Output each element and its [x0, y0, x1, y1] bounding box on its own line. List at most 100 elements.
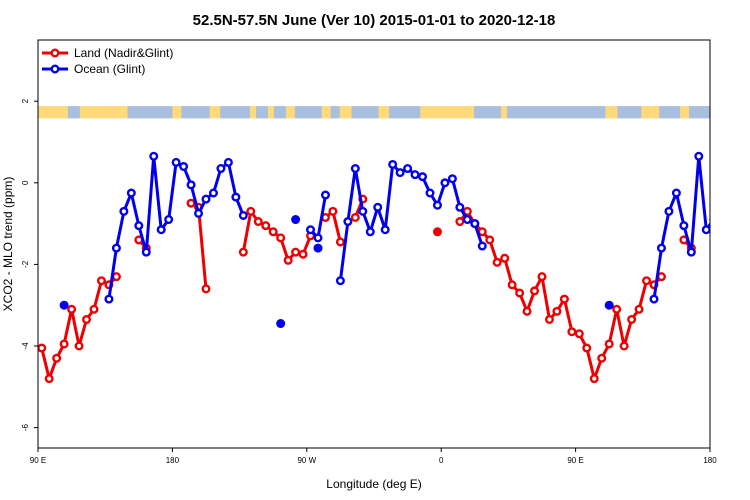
- data-point: [679, 221, 689, 231]
- data-point: [544, 314, 554, 324]
- data-point: [552, 306, 562, 316]
- data-point: [530, 286, 540, 296]
- legend-swatch-marker: [50, 48, 60, 58]
- data-point: [455, 217, 465, 227]
- data-point: [134, 221, 144, 231]
- data-point: [694, 151, 704, 161]
- data-point: [455, 202, 465, 212]
- data-point: [664, 206, 674, 216]
- y-tick-label: 2: [21, 98, 30, 103]
- land-ocean-band: [38, 106, 710, 119]
- data-point: [223, 157, 233, 167]
- data-point: [186, 180, 196, 190]
- data-point: [201, 284, 211, 294]
- band-ocean: [659, 106, 681, 119]
- data-point: [201, 194, 211, 204]
- data-point: [141, 247, 151, 257]
- data-point: [194, 208, 204, 218]
- data-point: [253, 217, 263, 227]
- data-point: [38, 343, 47, 353]
- data-point: [373, 202, 383, 212]
- data-point: [365, 227, 375, 237]
- x-tick-label: 0: [439, 456, 444, 465]
- data-point: [216, 164, 226, 174]
- series-layer: [38, 151, 710, 384]
- data-point: [59, 300, 69, 310]
- y-axis: -6 -4 -2 0 2: [21, 98, 38, 431]
- data-point: [671, 188, 681, 198]
- data-point: [96, 276, 106, 286]
- data-point: [261, 221, 271, 231]
- data-point: [335, 276, 345, 286]
- data-point: [492, 257, 502, 267]
- band-ocean: [273, 106, 286, 119]
- data-point: [111, 272, 121, 282]
- data-point: [649, 294, 659, 304]
- data-point: [619, 341, 629, 351]
- series-line: [40, 275, 118, 381]
- y-tick-label: -4: [21, 342, 30, 350]
- data-point: [686, 247, 696, 257]
- data-point: [350, 164, 360, 174]
- data-point: [104, 294, 114, 304]
- y-tick-label: -6: [21, 423, 30, 431]
- data-point: [67, 304, 77, 314]
- band-ocean: [474, 106, 501, 119]
- data-point: [597, 353, 607, 363]
- x-tick-label: 180: [703, 456, 717, 465]
- legend-item: Ocean (Glint): [42, 62, 145, 76]
- data-point: [179, 161, 189, 171]
- data-point: [515, 288, 525, 298]
- data-point: [171, 157, 181, 167]
- data-point: [126, 188, 136, 198]
- band-ocean: [220, 106, 251, 119]
- data-point: [642, 276, 652, 286]
- band-ocean: [67, 106, 80, 119]
- data-point: [418, 172, 428, 182]
- x-tick-label: 90 E: [567, 456, 583, 465]
- x-axis: 90 E 180 90 W 0 90 E 180: [30, 448, 717, 465]
- series-line: [107, 154, 245, 300]
- data-point: [89, 304, 99, 314]
- band-ocean: [256, 106, 268, 119]
- data-point: [477, 227, 487, 237]
- band-ocean: [388, 106, 421, 119]
- data-point: [477, 241, 487, 251]
- band-ocean: [506, 106, 606, 119]
- data-point: [462, 215, 472, 225]
- x-tick-label: 180: [166, 456, 180, 465]
- data-point: [388, 159, 398, 169]
- data-point: [82, 314, 92, 324]
- data-point: [343, 217, 353, 227]
- data-point: [238, 210, 248, 220]
- series-land: [38, 194, 696, 384]
- data-point: [604, 339, 614, 349]
- data-point: [149, 151, 159, 161]
- y-tick-label: -2: [21, 260, 30, 268]
- y-axis-label: XCO2 - MLO trend (ppm): [1, 177, 15, 312]
- y-tick-label: 0: [21, 180, 30, 185]
- data-point: [395, 168, 405, 178]
- data-point: [410, 170, 420, 180]
- series-ocean: [59, 151, 710, 329]
- legend-item: Land (Nadir&Glint): [42, 46, 173, 60]
- legend-swatch-marker: [50, 64, 60, 74]
- data-point: [313, 233, 323, 243]
- chart-title: 52.5N-57.5N June (Ver 10) 2015-01-01 to …: [193, 12, 556, 29]
- data-point: [403, 164, 413, 174]
- data-point: [425, 188, 435, 198]
- plot-frame: [37, 39, 711, 449]
- band-ocean: [294, 106, 322, 119]
- data-point: [358, 206, 368, 216]
- data-point: [440, 178, 450, 188]
- band-ocean: [689, 106, 710, 119]
- data-point: [589, 374, 599, 384]
- x-tick-label: 90 E: [30, 456, 46, 465]
- data-point: [380, 225, 390, 235]
- data-point: [701, 225, 710, 235]
- data-point: [186, 198, 196, 208]
- data-point: [485, 235, 495, 245]
- data-point: [238, 247, 248, 257]
- data-point: [709, 217, 710, 223]
- data-point: [604, 300, 614, 310]
